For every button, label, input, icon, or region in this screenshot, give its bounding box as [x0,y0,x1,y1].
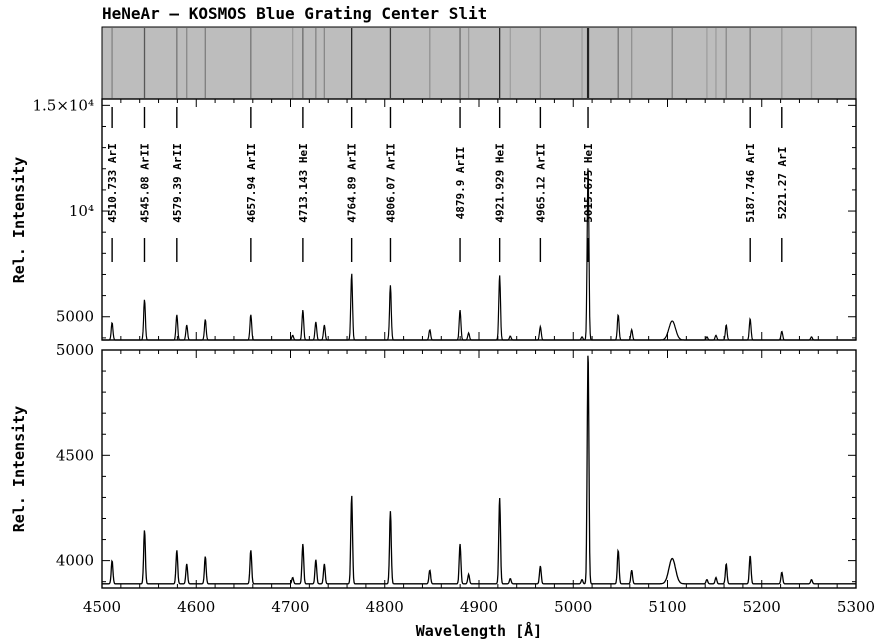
line-id-label: 4657.94 ArII [245,143,258,222]
line-id-label: 4510.733 ArI [106,143,119,222]
upper-y-tick-label: 10⁴ [69,202,94,220]
x-tick-label: 5100 [648,598,686,616]
x-tick-label: 4900 [460,598,498,616]
upper-y-tick-label: 1.5×10⁴ [32,96,94,114]
y-tick-label: 4500 [56,446,94,464]
y-tick-label: 5000 [56,341,94,359]
upper-spectrum-line [102,168,856,341]
line-id-label: 5221.27 ArI [776,147,789,220]
lower-panel: 4500 4600 4700 4800 4900 5000 5100 5200 5300 4000… [10,99,875,640]
line-id-label: 5187.746 ArI [744,143,757,222]
x-tick-label: 4700 [271,598,309,616]
upper-panel-frame [101,98,857,341]
line-id-label: 4764.89 ArII [346,143,359,222]
line-id-label: 4713.143 HeI [297,143,310,222]
arc-strip-image [101,26,857,100]
upper-y-tick-label: 5000 [56,308,94,326]
line-id-label: 4806.07 ArII [384,143,397,222]
lower-ylabel: Rel. Intensity [10,406,28,532]
x-tick-label: 5000 [554,598,592,616]
lower-spectrum-line [102,355,856,585]
arc-strip-lines [111,28,813,98]
line-id-label: 4545.08 ArII [138,143,151,222]
chart-title: HeNeAr – KOSMOS Blue Grating Center Slit [102,4,487,23]
line-id-label: 4965.12 ArII [534,143,547,222]
upper-panel: 5000 10⁴ 1.5×10⁴ 4510.733 ArI 4545.08 ArII 4… [10,96,857,341]
x-tick-label: 5300 [837,598,875,616]
line-id-label: 4879.9 ArII [454,147,467,220]
line-id-label: 4579.39 ArII [171,143,184,222]
upper-ylabel: Rel. Intensity [10,157,28,283]
y-tick-label: 4000 [56,552,94,570]
lower-panel-frame [101,349,857,589]
x-tick-label: 5200 [743,598,781,616]
x-axis-label: Wavelength [Å] [416,621,542,640]
x-tick-label: 4600 [177,598,215,616]
x-tick-label: 4800 [366,598,404,616]
line-id-label: 4921.929 HeI [494,143,507,222]
x-tick-label: 4500 [83,598,121,616]
